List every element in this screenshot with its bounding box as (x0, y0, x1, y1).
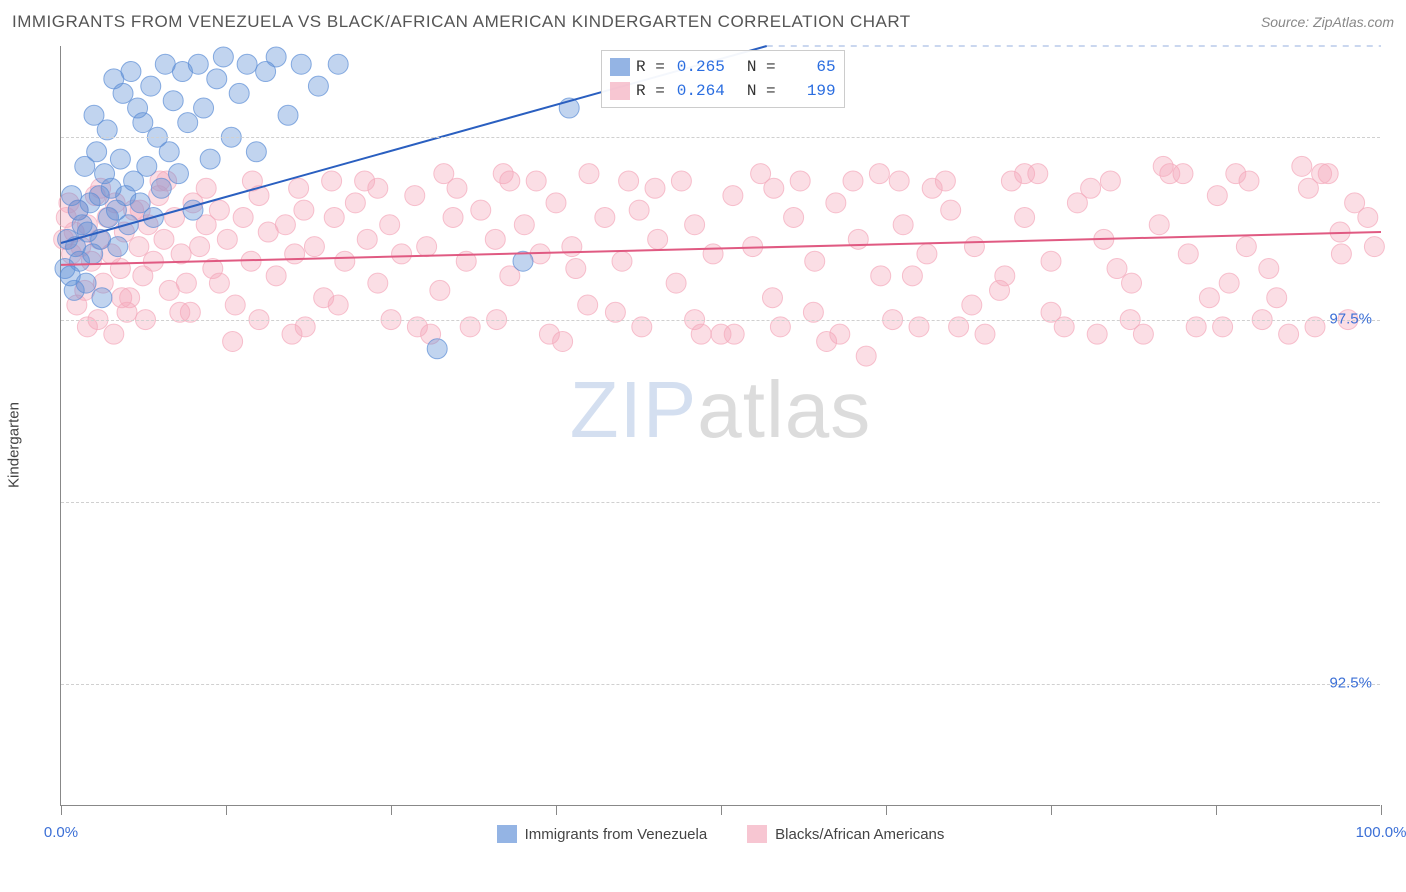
y-tick-label: 97.5% (1329, 310, 1372, 327)
chart-title: IMMIGRANTS FROM VENEZUELA VS BLACK/AFRIC… (12, 12, 911, 32)
y-axis-title: Kindergarten (6, 402, 23, 488)
legend-item-pink: Blacks/African Americans (747, 825, 944, 843)
legend-swatch-pink (747, 825, 767, 843)
x-tick (61, 805, 62, 815)
x-tick (1216, 805, 1217, 815)
chart-container: Kindergarten ZIPatlas R = 0.265 N = 65 R… (0, 40, 1406, 850)
y-tick-label: 92.5% (1329, 675, 1372, 692)
swatch-blue (610, 58, 630, 76)
x-tick (1381, 805, 1382, 815)
gridline-h (61, 137, 1380, 138)
bottom-legend: Immigrants from Venezuela Blacks/African… (61, 825, 1380, 843)
title-bar: IMMIGRANTS FROM VENEZUELA VS BLACK/AFRIC… (12, 8, 1394, 36)
chart-svg (61, 46, 1380, 805)
x-tick-label: 0.0% (44, 824, 78, 841)
x-tick-label: 100.0% (1356, 824, 1406, 841)
legend-label-pink: Blacks/African Americans (775, 826, 944, 843)
swatch-pink (610, 82, 630, 100)
gridline-h (61, 320, 1380, 321)
x-tick (721, 805, 722, 815)
x-tick (226, 805, 227, 815)
x-tick (886, 805, 887, 815)
x-tick (556, 805, 557, 815)
x-tick (1051, 805, 1052, 815)
source-attribution: Source: ZipAtlas.com (1261, 14, 1394, 30)
legend-label-blue: Immigrants from Venezuela (525, 826, 708, 843)
legend-item-blue: Immigrants from Venezuela (497, 825, 708, 843)
gridline-h (61, 502, 1380, 503)
plot-area: ZIPatlas R = 0.265 N = 65 R = 0.264 N = … (60, 46, 1380, 806)
stats-row-blue: R = 0.265 N = 65 (610, 55, 836, 79)
stats-row-pink: R = 0.264 N = 199 (610, 79, 836, 103)
legend-swatch-blue (497, 825, 517, 843)
gridline-h (61, 684, 1380, 685)
stats-legend-box: R = 0.265 N = 65 R = 0.264 N = 199 (601, 50, 845, 108)
x-tick (391, 805, 392, 815)
